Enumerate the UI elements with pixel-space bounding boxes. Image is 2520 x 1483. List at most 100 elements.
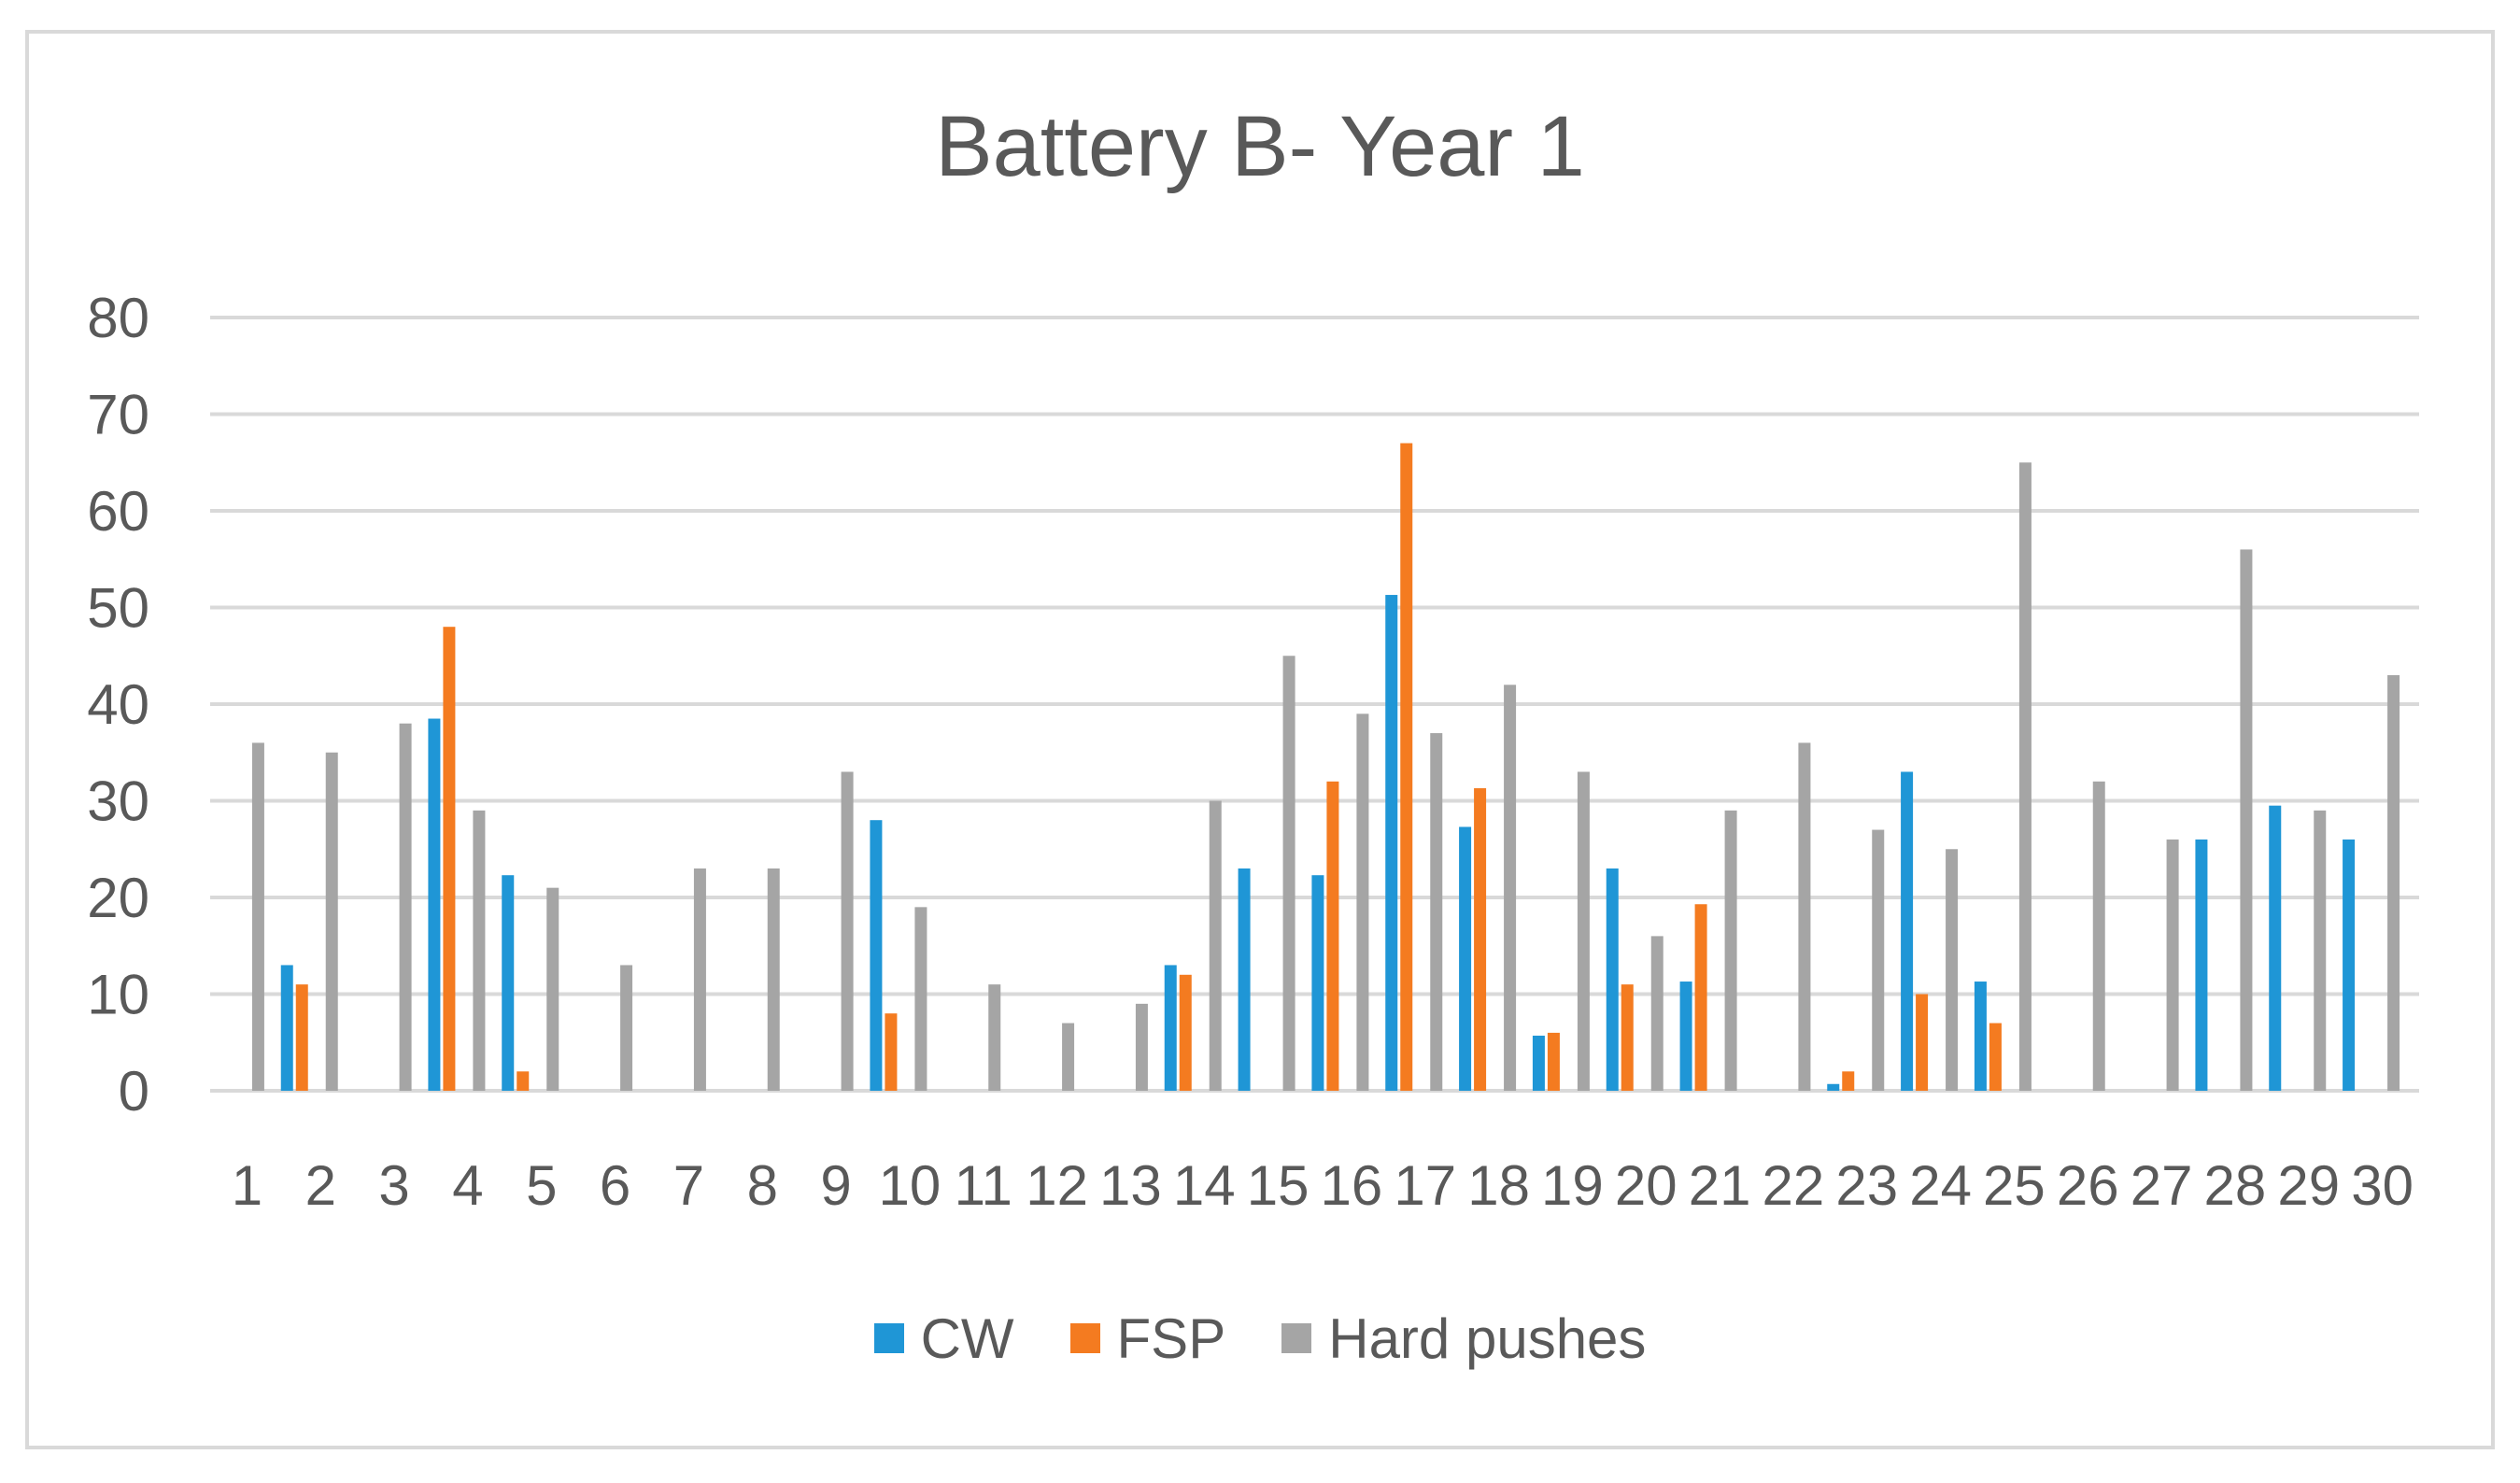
bar-fsp-24 [1916,994,1929,1091]
bar-hard-pushes-19 [1577,771,1590,1091]
bar-hard-pushes-7 [693,868,706,1091]
bar-cw-30 [2343,839,2356,1091]
y-tick-label: 20 [87,867,149,929]
chart-legend: CW FSP Hard pushes [0,1301,2520,1376]
bar-cw-14 [1164,965,1177,1091]
bar-cw-5 [502,875,515,1091]
x-tick-label: 3 [378,1154,409,1217]
bar-cw-10 [870,820,883,1091]
bar-hard-pushes-26 [2092,781,2105,1091]
x-tick-label: 17 [1394,1154,1456,1217]
bar-hard-pushes-3 [399,723,412,1091]
bar-cw-17 [1385,595,1398,1091]
bar-hard-pushes-23 [1872,829,1885,1091]
legend-item-cw: CW [873,1306,1014,1371]
x-tick-label: 15 [1247,1154,1310,1217]
y-tick-label: 50 [87,577,149,640]
x-tick-label: 6 [600,1154,630,1217]
bar-hard-pushes-15 [1282,656,1295,1091]
y-tick-label: 30 [87,770,149,833]
bar-hard-pushes-14 [1209,800,1222,1091]
x-tick-label: 29 [2277,1154,2340,1217]
legend-label: CW [920,1306,1014,1370]
bar-hard-pushes-9 [841,771,854,1091]
bar-hard-pushes-29 [2314,810,2327,1091]
bar-fsp-14 [1179,974,1192,1091]
y-tick-label: 0 [119,1060,149,1123]
x-tick-label: 26 [2057,1154,2119,1217]
x-tick-label: 4 [452,1154,483,1217]
bar-cw-4 [428,718,441,1091]
y-tick-label: 40 [87,673,149,736]
legend-item-fsp: FSP [1069,1306,1226,1371]
bar-cw-20 [1606,868,1619,1091]
bar-fsp-18 [1474,788,1487,1091]
y-tick-label: 10 [87,964,149,1026]
legend-label: FSP [1116,1306,1226,1370]
y-tick-label: 60 [87,480,149,543]
bar-hard-pushes-8 [767,868,780,1091]
bar-hard-pushes-16 [1356,713,1369,1091]
bar-cw-24 [1901,771,1914,1091]
bar-hard-pushes-2 [325,752,338,1091]
bar-fsp-25 [1989,1023,2002,1091]
x-tick-label: 12 [1026,1154,1088,1217]
x-tick-label: 21 [1689,1154,1751,1217]
legend-item-hard-pushes: Hard pushes [1281,1306,1646,1371]
y-tick-label: 70 [87,384,149,446]
bar-cw-21 [1679,982,1692,1091]
legend-swatch [1281,1323,1312,1353]
x-tick-label: 13 [1099,1154,1162,1217]
bar-hard-pushes-28 [2240,549,2253,1091]
bar-fsp-10 [885,1013,898,1091]
bar-cw-2 [280,965,293,1091]
bar-hard-pushes-6 [620,965,633,1091]
bar-fsp-23 [1842,1071,1855,1091]
bar-hard-pushes-10 [914,907,927,1091]
bar-hard-pushes-20 [1650,936,1663,1091]
x-tick-label: 20 [1615,1154,1678,1217]
bar-fsp-2 [295,984,308,1091]
bar-fsp-16 [1326,781,1339,1091]
x-tick-label: 25 [1983,1154,2046,1217]
x-tick-label: 22 [1763,1154,1825,1217]
bar-fsp-19 [1547,1032,1560,1091]
x-tick-label: 11 [955,1154,1012,1217]
bar-cw-19 [1532,1036,1545,1091]
bar-hard-pushes-4 [473,810,486,1091]
bar-cw-29 [2269,805,2282,1091]
x-tick-label: 7 [673,1154,704,1217]
x-tick-label: 23 [1835,1154,1898,1217]
x-tick-label: 30 [2351,1154,2414,1217]
chart-title: Battery B- Year 1 [935,99,1585,194]
legend-swatch [873,1323,904,1353]
bar-fsp-21 [1694,904,1707,1091]
bar-hard-pushes-13 [1135,1003,1148,1091]
bar-cw-28 [2195,839,2208,1091]
x-tick-label: 9 [820,1154,851,1217]
bar-hard-pushes-1 [251,742,264,1091]
x-tick-label: 19 [1541,1154,1604,1217]
legend-swatch [1069,1323,1100,1353]
x-tick-label: 2 [305,1154,336,1217]
bar-hard-pushes-18 [1504,685,1517,1091]
bar-fsp-20 [1621,984,1634,1091]
bar-hard-pushes-5 [546,887,559,1091]
bar-cw-16 [1311,875,1324,1091]
bar-hard-pushes-24 [1946,849,1959,1091]
x-tick-label: 16 [1321,1154,1383,1217]
bar-hard-pushes-17 [1430,733,1443,1091]
legend-label: Hard pushes [1328,1306,1647,1370]
bar-hard-pushes-25 [2018,462,2032,1091]
bar-fsp-4 [443,627,456,1091]
bar-hard-pushes-27 [2166,839,2179,1091]
bar-hard-pushes-21 [1724,810,1737,1091]
bar-hard-pushes-11 [988,984,1001,1091]
y-tick-label: 80 [87,287,149,349]
x-tick-label: 27 [2131,1154,2193,1217]
bar-fsp-17 [1400,443,1413,1091]
x-tick-label: 28 [2204,1154,2267,1217]
x-tick-label: 14 [1173,1154,1236,1217]
bar-cw-15 [1238,868,1251,1091]
